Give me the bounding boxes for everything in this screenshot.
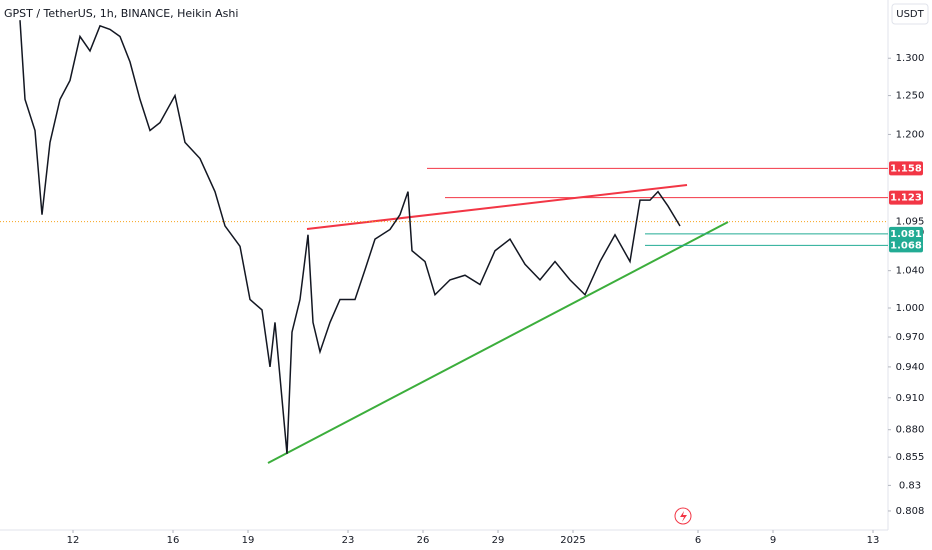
support-trendline <box>267 221 729 464</box>
price-label: 1.068 <box>890 240 922 251</box>
y-tick-label: 1.300 <box>896 53 925 64</box>
events-icon-bolt <box>680 511 687 522</box>
price-label-bg <box>889 238 923 253</box>
y-tick-label: 0.910 <box>896 393 925 404</box>
price-line-series <box>19 20 681 454</box>
y-tick-label: 1.200 <box>896 129 925 140</box>
x-tick-label: 12 <box>67 535 80 546</box>
price-label-bg <box>889 190 923 205</box>
x-tick-label: 29 <box>492 535 505 546</box>
y-tick-label: 0.808 <box>896 506 925 517</box>
x-tick-label: 23 <box>342 535 355 546</box>
y-tick-label: 0.880 <box>896 425 925 436</box>
x-tick-label: 9 <box>770 535 776 546</box>
price-label: 1.158 <box>890 163 922 174</box>
chart-title: GPST / TetherUS, 1h, BINANCE, Heikin Ash… <box>4 7 238 20</box>
currency-button[interactable] <box>891 3 929 25</box>
y-tick-label: 1.250 <box>896 91 925 102</box>
price-axis-panel <box>888 0 932 550</box>
x-tick-label: 16 <box>167 535 180 546</box>
x-tick-label: 26 <box>417 535 430 546</box>
price-label-bg <box>889 161 923 176</box>
y-tick-label: 0.855 <box>896 452 925 463</box>
y-tick-label: 0.940 <box>896 362 925 373</box>
x-tick-label: 19 <box>242 535 255 546</box>
y-tick-label: 1.040 <box>896 266 925 277</box>
currency: USDT <box>896 9 924 20</box>
x-tick-label: 2025 <box>560 535 585 546</box>
last-price-label: 1.095 <box>896 217 925 228</box>
y-tick-label: 0.970 <box>896 332 925 343</box>
price-label-bg <box>889 226 923 241</box>
y-tick-label: 0.83 <box>899 480 921 491</box>
x-tick-label: 13 <box>867 535 880 546</box>
resistance-trendline <box>306 184 688 230</box>
y-tick-label: 1.000 <box>896 303 925 314</box>
price-label: 1.123 <box>890 193 922 204</box>
x-tick-label: 6 <box>695 535 701 546</box>
price-label: 1.081 <box>890 229 922 240</box>
